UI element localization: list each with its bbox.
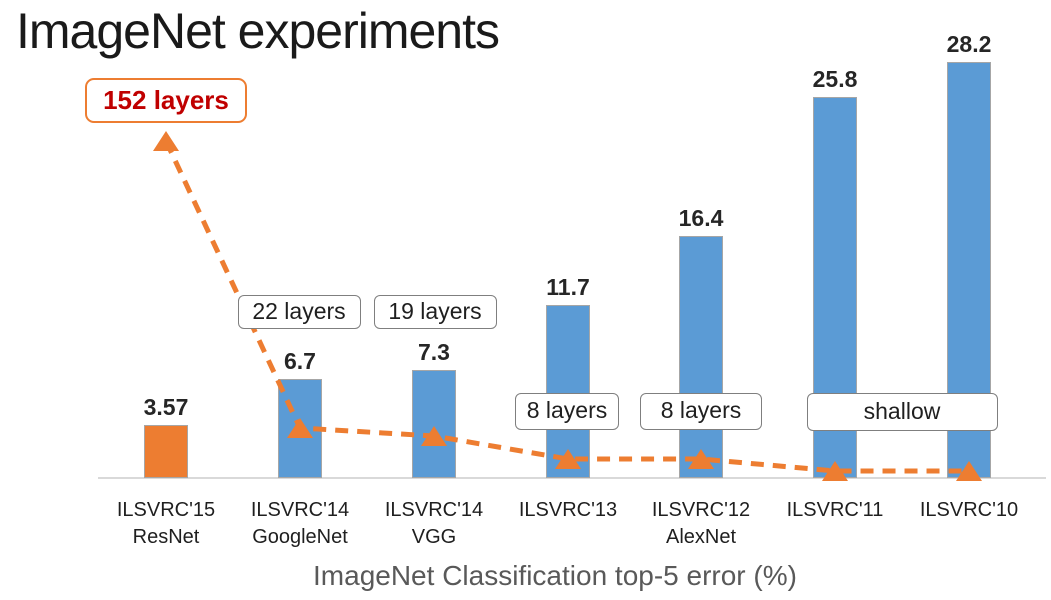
x-axis-line: [98, 477, 1046, 479]
x-axis-label-line2: AlexNet: [665, 526, 737, 548]
bar-column-ilsvrc11: 25.8 ILSVRC'11: [768, 0, 902, 600]
bar-value-label: 11.7: [546, 274, 590, 300]
x-axis-label: ILSVRC'12 AlexNet: [634, 497, 768, 551]
x-axis-label-line1: ILSVRC'12: [651, 499, 751, 521]
x-axis-label-line1: ILSVRC'13: [518, 499, 618, 521]
bar: [546, 305, 590, 478]
bar: [144, 425, 188, 478]
depth-annotation-22-layers: 22 layers: [237, 295, 361, 329]
depth-annotation-19-layers: 19 layers: [373, 295, 497, 329]
x-axis-label-line1: ILSVRC'15: [116, 499, 216, 521]
bar-column-ilsvrc10: 28.2 ILSVRC'10: [902, 0, 1036, 600]
x-axis-label: ILSVRC'15 ResNet: [99, 497, 233, 551]
depth-annotation-shallow: shallow: [806, 393, 998, 431]
x-axis-label: ILSVRC'11: [768, 497, 902, 524]
x-axis-label-line1: ILSVRC'14: [384, 499, 484, 521]
depth-annotation-8-layers-b: 8 layers: [640, 393, 762, 430]
bar-value-label: 7.3: [418, 339, 450, 365]
x-axis-label: ILSVRC'14 GoogleNet: [233, 497, 367, 551]
bar-value-label: 28.2: [946, 31, 992, 57]
bar: [278, 379, 322, 478]
chart-caption: ImageNet Classification top-5 error (%): [313, 560, 797, 591]
page-title: ImageNet experiments: [16, 3, 500, 59]
bar-value-label: 16.4: [678, 205, 724, 231]
bar-column-ilsvrc13: 11.7 ILSVRC'13: [501, 0, 635, 600]
x-axis-label-line1: ILSVRC'14: [250, 499, 350, 521]
x-axis-label-line1: ILSVRC'10: [919, 499, 1019, 521]
x-axis-label: ILSVRC'13: [501, 497, 635, 524]
bar: [412, 370, 456, 478]
bar-value-label: 6.7: [284, 348, 316, 374]
bar-value-label: 25.8: [812, 66, 858, 92]
x-axis-label-line2: VGG: [411, 526, 457, 548]
x-axis-label: ILSVRC'10: [902, 497, 1036, 524]
bar: [679, 236, 723, 478]
x-axis-label-line2: ResNet: [132, 526, 200, 548]
x-axis-label-line2: GoogleNet: [252, 526, 348, 548]
depth-annotation-152-layers: 152 layers: [85, 78, 247, 123]
x-axis-label-line1: ILSVRC'11: [786, 499, 884, 521]
depth-annotation-8-layers-a: 8 layers: [515, 393, 619, 430]
bar-value-label: 3.57: [143, 394, 189, 420]
bar-column-ilsvrc12-alexnet: 16.4 ILSVRC'12 AlexNet: [634, 0, 768, 600]
x-axis-label: ILSVRC'14 VGG: [367, 497, 501, 551]
